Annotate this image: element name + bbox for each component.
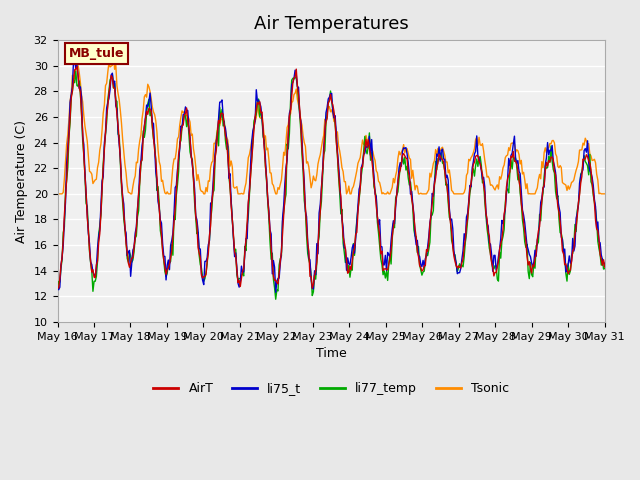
Legend: AirT, li75_t, li77_temp, Tsonic: AirT, li75_t, li77_temp, Tsonic	[148, 377, 514, 400]
X-axis label: Time: Time	[316, 347, 346, 360]
Y-axis label: Air Temperature (C): Air Temperature (C)	[15, 120, 28, 242]
Text: MB_tule: MB_tule	[68, 47, 124, 60]
Title: Air Temperatures: Air Temperatures	[253, 15, 408, 33]
